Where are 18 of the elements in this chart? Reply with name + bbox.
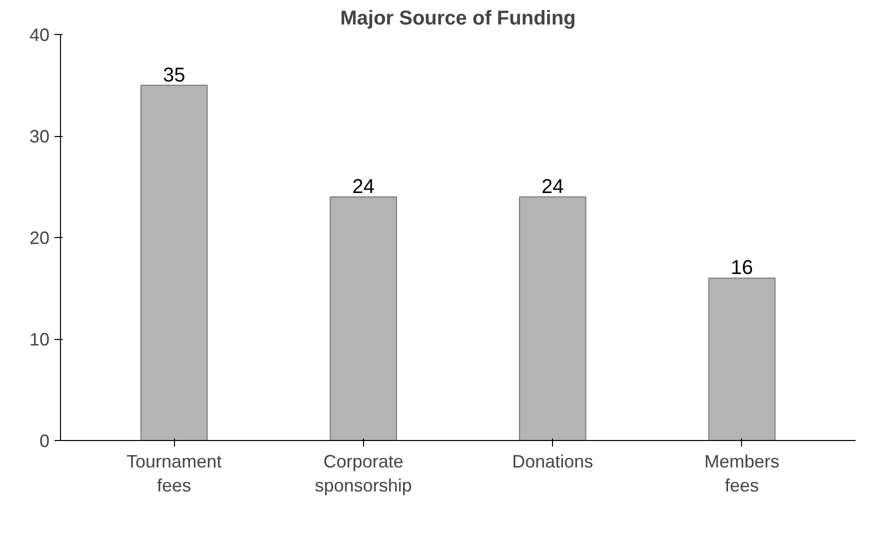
data-label: 24	[352, 176, 374, 198]
y-tick-label: 20	[29, 228, 50, 248]
y-tick-label: 30	[29, 126, 50, 146]
bar	[708, 278, 776, 440]
x-tick-label: Members fees	[704, 452, 780, 496]
x-tick-label: Corporate sponsorship	[314, 452, 412, 496]
chart-title: Major Source of Funding	[340, 8, 576, 30]
data-label: 16	[730, 257, 754, 280]
data-label: 24	[542, 176, 564, 198]
bar	[330, 196, 397, 440]
x-tick-label: Donations	[512, 452, 594, 472]
bar	[140, 84, 208, 440]
data-label: 35	[162, 64, 186, 86]
bar	[519, 196, 586, 440]
y-tick-label: 0	[39, 431, 50, 451]
y-tick-label: 10	[29, 330, 50, 350]
y-tick-label: 40	[29, 25, 50, 45]
x-tick-label: Tournament fees	[126, 452, 222, 496]
